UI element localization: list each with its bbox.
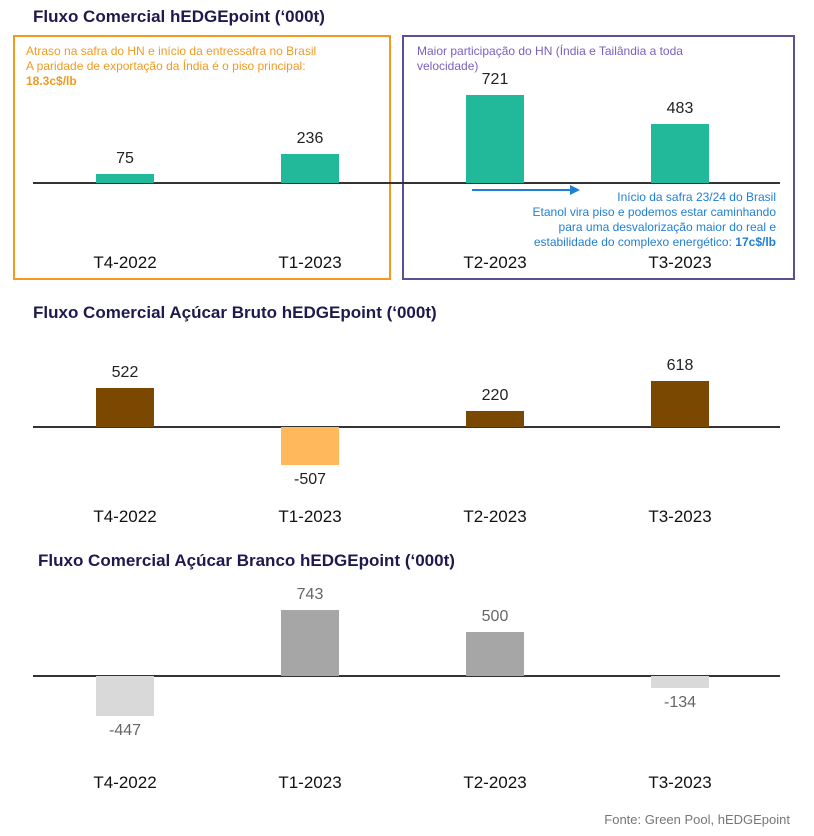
- bar-T3-2023: [651, 380, 709, 427]
- data-label: 721: [481, 71, 509, 89]
- bar-T1-2023: [281, 154, 339, 183]
- x-axis-line: [33, 675, 780, 677]
- data-label: 522: [111, 363, 139, 381]
- right-annotation-text: Maior participação do HN (Índia e Tailân…: [417, 44, 683, 73]
- bar-T2-2023: [466, 95, 524, 183]
- data-label: -447: [108, 721, 142, 739]
- data-label: 483: [666, 100, 694, 118]
- x-axis-line: [33, 182, 780, 184]
- category-label: T2-2023: [463, 773, 527, 792]
- chart-title: Fluxo Comercial Açúcar Branco hEDGEpoint…: [38, 551, 455, 570]
- source-note: Fonte: Green Pool, hEDGEpoint: [604, 812, 790, 827]
- right-annotation-box: [402, 35, 795, 280]
- category-label: T1-2023: [278, 507, 342, 526]
- category-label: T2-2023: [463, 253, 527, 272]
- category-label: T4-2022: [93, 253, 157, 272]
- data-label: 500: [481, 607, 509, 625]
- data-label: 75: [116, 149, 134, 167]
- arrow-icon: [472, 185, 580, 195]
- data-label: 236: [296, 130, 324, 148]
- bar-T1-2023: [281, 427, 339, 466]
- category-label: T3-2023: [648, 507, 712, 526]
- category-label: T2-2023: [463, 507, 527, 526]
- bar-T2-2023: [466, 631, 524, 676]
- left-annotation-box: [13, 35, 391, 280]
- bar-T4-2022: [96, 676, 154, 716]
- bar-T2-2023: [466, 410, 524, 427]
- bar-T4-2022: [96, 387, 154, 427]
- x-axis-line: [33, 426, 780, 428]
- arrow-annotation-text: Início da safra 23/24 do Brasil Etanol v…: [532, 190, 776, 249]
- category-label: T3-2023: [648, 253, 712, 272]
- data-label: 743: [296, 585, 324, 603]
- data-label: 220: [481, 386, 509, 404]
- category-label: T3-2023: [648, 773, 712, 792]
- bar-T4-2022: [96, 173, 154, 183]
- category-label: T4-2022: [93, 507, 157, 526]
- data-label: 618: [666, 356, 694, 374]
- data-label: -134: [663, 693, 697, 711]
- bar-T3-2023: [651, 124, 709, 183]
- chart-title: Fluxo Comercial hEDGEpoint (‘000t): [33, 7, 325, 26]
- chart-title: Fluxo Comercial Açúcar Bruto hEDGEpoint …: [33, 303, 437, 322]
- category-label: T1-2023: [278, 253, 342, 272]
- data-label: -507: [293, 471, 327, 489]
- bar-T3-2023: [651, 676, 709, 688]
- left-annotation-text: Atraso na safra do HN e início da entres…: [26, 44, 317, 88]
- category-label: T1-2023: [278, 773, 342, 792]
- bar-T1-2023: [281, 609, 339, 676]
- category-label: T4-2022: [93, 773, 157, 792]
